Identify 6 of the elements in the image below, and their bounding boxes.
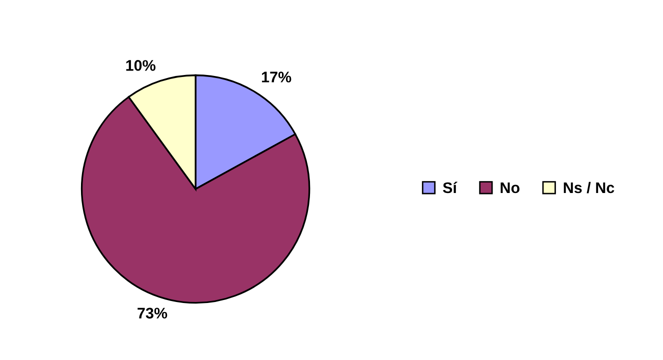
data-label: 17% [262, 72, 292, 82]
data-label: 10% [126, 60, 156, 71]
data-label: 73% [138, 308, 168, 319]
legend-label: Ns / Nc [564, 182, 614, 194]
legend-label: No [500, 182, 520, 194]
legend-label: Sí [442, 182, 458, 194]
